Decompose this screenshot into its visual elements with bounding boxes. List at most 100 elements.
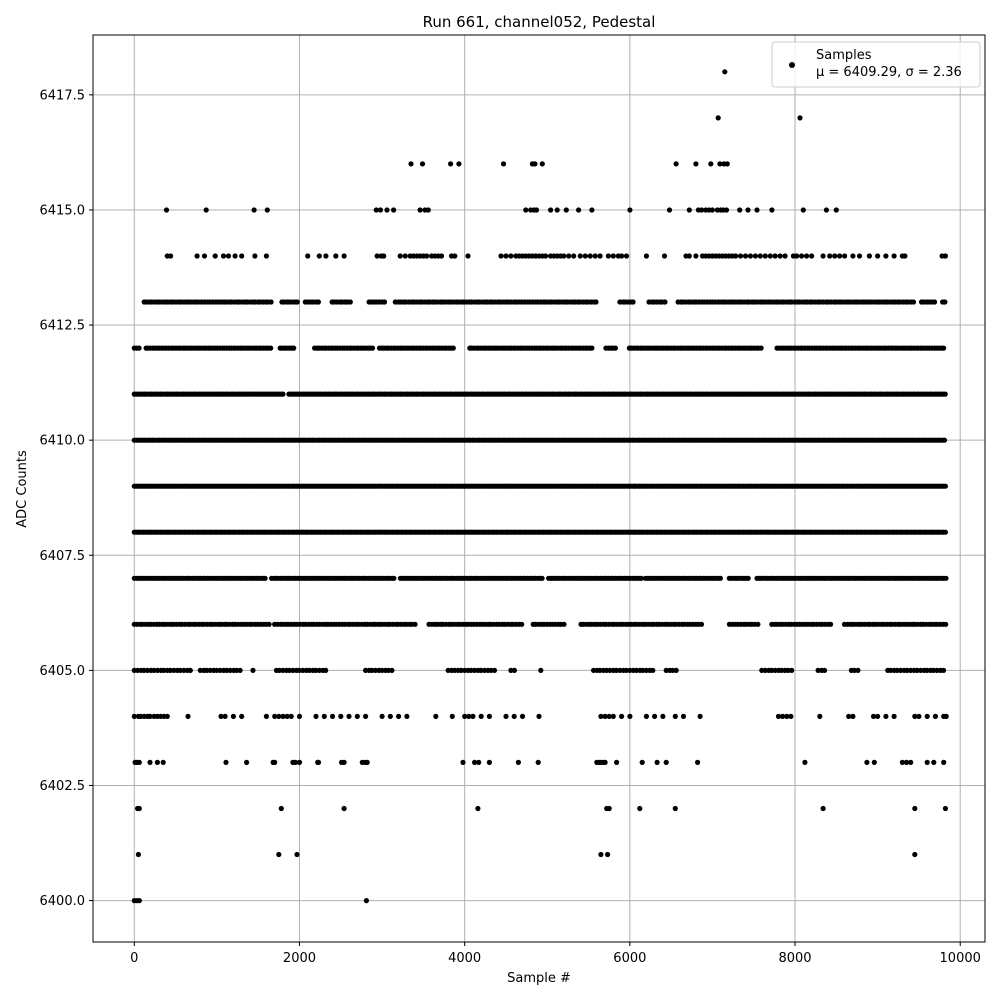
data-point bbox=[663, 759, 669, 766]
data-point bbox=[232, 253, 238, 259]
legend-box bbox=[771, 41, 981, 88]
data-point bbox=[239, 253, 245, 259]
data-point bbox=[538, 667, 544, 674]
data-point bbox=[131, 713, 137, 720]
data-point bbox=[827, 253, 833, 259]
data-point bbox=[147, 713, 153, 720]
data-point bbox=[605, 851, 611, 858]
data-point bbox=[323, 667, 329, 674]
data-point bbox=[597, 253, 603, 259]
data-point bbox=[592, 253, 598, 259]
data-point bbox=[780, 713, 786, 720]
data-point bbox=[225, 253, 232, 259]
data-point bbox=[508, 253, 514, 259]
y-axis-label: ADC Counts bbox=[15, 450, 30, 528]
data-point bbox=[315, 759, 322, 766]
data-point bbox=[717, 575, 724, 581]
data-point bbox=[222, 713, 228, 720]
data-point bbox=[942, 805, 949, 812]
x-tick-label: 2000 bbox=[283, 951, 316, 966]
data-point bbox=[610, 713, 616, 720]
data-point bbox=[379, 713, 385, 720]
data-point bbox=[693, 161, 699, 167]
data-point bbox=[381, 299, 388, 305]
data-point bbox=[941, 759, 947, 766]
data-point bbox=[931, 759, 937, 766]
data-point bbox=[218, 713, 224, 720]
data-point bbox=[820, 253, 826, 259]
data-point bbox=[866, 253, 873, 259]
data-point bbox=[515, 759, 522, 766]
data-point bbox=[912, 851, 918, 858]
data-point bbox=[212, 253, 218, 259]
data-point bbox=[941, 345, 947, 351]
data-point bbox=[842, 253, 848, 259]
data-point bbox=[419, 161, 426, 167]
data-point bbox=[942, 253, 949, 259]
data-point bbox=[268, 345, 274, 351]
data-point bbox=[203, 207, 209, 213]
data-point bbox=[943, 713, 949, 720]
data-point bbox=[280, 713, 286, 720]
data-point bbox=[782, 253, 788, 259]
data-point bbox=[755, 621, 761, 627]
data-point bbox=[136, 759, 142, 766]
data-point bbox=[263, 253, 269, 259]
data-point bbox=[466, 713, 472, 720]
data-point bbox=[698, 621, 705, 627]
data-point bbox=[266, 621, 272, 627]
data-point bbox=[942, 483, 949, 489]
data-point bbox=[627, 713, 633, 720]
data-point bbox=[654, 759, 660, 766]
data-point bbox=[639, 759, 645, 766]
data-point bbox=[614, 759, 620, 766]
data-point bbox=[566, 253, 572, 259]
data-point bbox=[758, 345, 764, 351]
data-point bbox=[272, 713, 278, 720]
y-tick-label: 6412.5 bbox=[40, 319, 86, 334]
data-point bbox=[737, 207, 743, 213]
data-point bbox=[672, 713, 678, 720]
data-point bbox=[503, 713, 509, 720]
data-point bbox=[373, 207, 379, 213]
data-point bbox=[883, 713, 889, 720]
y-tick-label: 6417.5 bbox=[40, 88, 86, 103]
data-point bbox=[855, 667, 861, 674]
data-point bbox=[296, 759, 303, 766]
data-point bbox=[223, 759, 229, 766]
data-point bbox=[666, 207, 673, 213]
legend-series-stats: μ = 6409.29, σ = 2.36 bbox=[816, 65, 962, 80]
data-point bbox=[932, 299, 938, 305]
data-point bbox=[587, 253, 593, 259]
data-point bbox=[833, 207, 839, 213]
data-point bbox=[772, 253, 778, 259]
data-point bbox=[942, 299, 948, 305]
data-point bbox=[519, 713, 526, 720]
data-point bbox=[891, 713, 897, 720]
data-point bbox=[251, 207, 257, 213]
data-point bbox=[402, 253, 408, 259]
data-point bbox=[363, 898, 369, 904]
data-point bbox=[883, 253, 889, 259]
data-point bbox=[532, 161, 538, 167]
x-tick-label: 4000 bbox=[448, 951, 481, 966]
data-point bbox=[136, 898, 142, 904]
data-point bbox=[699, 207, 705, 213]
data-point bbox=[523, 207, 529, 213]
data-point bbox=[910, 299, 917, 305]
data-point bbox=[695, 759, 701, 766]
data-point bbox=[535, 759, 541, 766]
data-point bbox=[576, 207, 582, 213]
data-point bbox=[548, 207, 554, 213]
data-point bbox=[313, 713, 319, 720]
data-point bbox=[846, 713, 852, 720]
data-point bbox=[412, 621, 418, 627]
data-point bbox=[396, 713, 402, 720]
data-point bbox=[733, 253, 739, 259]
data-point bbox=[244, 759, 250, 766]
data-point bbox=[673, 667, 679, 674]
data-point bbox=[799, 253, 805, 259]
data-point bbox=[333, 253, 339, 259]
data-point bbox=[475, 805, 481, 812]
